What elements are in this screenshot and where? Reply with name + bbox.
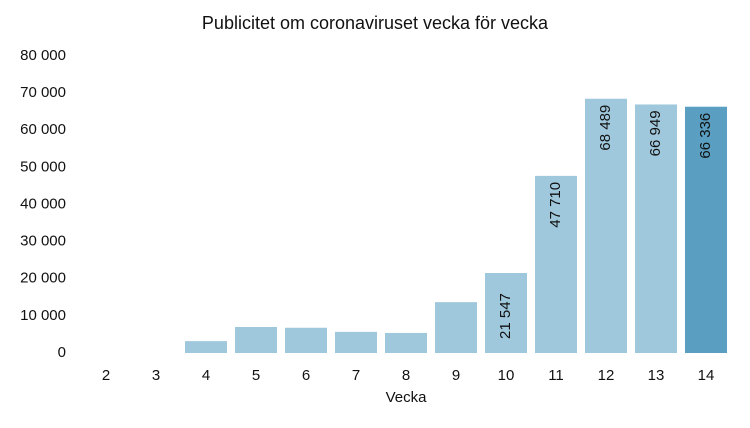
x-tick-label: 10 (498, 367, 515, 384)
bar (385, 332, 427, 353)
value-label: 66 336 (697, 113, 714, 159)
bar (235, 327, 277, 353)
bar (685, 106, 727, 353)
bar (335, 331, 377, 353)
bar (535, 175, 577, 353)
y-tick-label: 80 000 (20, 47, 66, 64)
y-tick-label: 20 000 (20, 270, 66, 287)
value-label: 47 710 (547, 182, 564, 228)
value-label: 68 489 (597, 105, 614, 151)
x-tick-label: 7 (352, 367, 360, 384)
bar (635, 104, 677, 353)
chart-title: Publicitet om coronaviruset vecka för ve… (202, 13, 549, 33)
x-tick-label: 9 (452, 367, 460, 384)
y-tick-label: 40 000 (20, 195, 66, 212)
x-tick-label: 2 (102, 367, 110, 384)
x-tick-label: 3 (152, 367, 160, 384)
y-tick-label: 30 000 (20, 233, 66, 250)
y-tick-label: 50 000 (20, 158, 66, 175)
x-tick-label: 8 (402, 367, 410, 384)
y-tick-label: 70 000 (20, 84, 66, 101)
y-tick-label: 10 000 (20, 307, 66, 324)
x-tick-label: 12 (598, 367, 615, 384)
bar (285, 327, 327, 353)
bar (485, 273, 527, 353)
x-tick-label: 6 (302, 367, 310, 384)
value-label: 66 949 (647, 110, 664, 156)
x-axis-label: Vecka (386, 389, 428, 406)
x-tick-label: 13 (648, 367, 665, 384)
bar (185, 341, 227, 353)
y-tick-label: 60 000 (20, 121, 66, 138)
x-tick-label: 11 (548, 367, 564, 384)
y-tick-label: 0 (58, 344, 66, 361)
x-tick-label: 4 (202, 367, 210, 384)
bar (585, 98, 627, 353)
bar (435, 302, 477, 353)
x-tick-label: 5 (252, 367, 260, 384)
value-label: 21 547 (497, 293, 514, 339)
x-tick-label: 14 (698, 367, 715, 384)
